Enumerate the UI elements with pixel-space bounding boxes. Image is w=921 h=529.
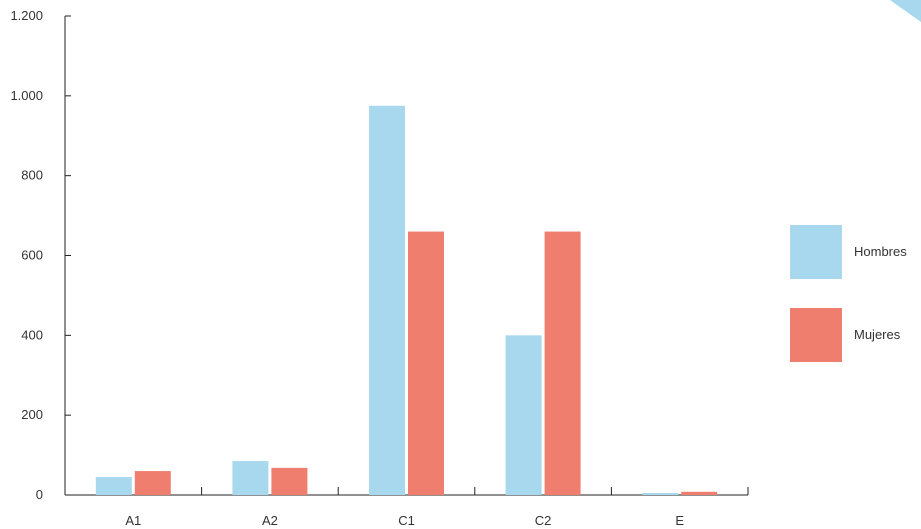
y-tick-label: 200 (21, 407, 43, 422)
y-tick-label: 400 (21, 327, 43, 342)
bar-hombres-e (642, 493, 679, 495)
y-tick-label: 600 (21, 248, 43, 263)
corner-decoration (890, 0, 921, 22)
x-tick-label: C2 (535, 513, 552, 528)
bar-hombres-a1 (95, 477, 132, 495)
legend-swatch-mujeres (790, 308, 842, 362)
y-tick-label: 1.200 (10, 8, 43, 23)
bar-hombres-a2 (232, 461, 269, 495)
legend-label-hombres: Hombres (854, 244, 907, 259)
y-tick-label: 0 (36, 487, 43, 502)
bar-hombres-c1 (369, 105, 405, 495)
bar-mujeres-e (681, 491, 718, 495)
y-tick-label: 1.000 (10, 88, 43, 103)
legend-swatch-hombres (790, 225, 842, 279)
x-tick-label: A2 (262, 513, 278, 528)
bar-mujeres-c2 (544, 231, 581, 496)
y-tick-label: 800 (21, 168, 43, 183)
x-tick-label: A1 (125, 513, 141, 528)
bar-mujeres-c1 (408, 231, 444, 496)
legend-label-mujeres: Mujeres (854, 327, 901, 342)
x-tick-label: C1 (398, 513, 415, 528)
bars (95, 105, 718, 496)
y-axis: 0 200 400 600 800 1.000 1.200 (10, 8, 71, 502)
legend: Hombres Mujeres (790, 225, 907, 362)
x-tick-label: E (675, 513, 684, 528)
x-axis: A1 A2 C1 C2 E (65, 487, 749, 528)
bar-mujeres-a1 (134, 471, 171, 495)
bar-hombres-c2 (505, 335, 542, 495)
bar-mujeres-a2 (271, 467, 308, 495)
